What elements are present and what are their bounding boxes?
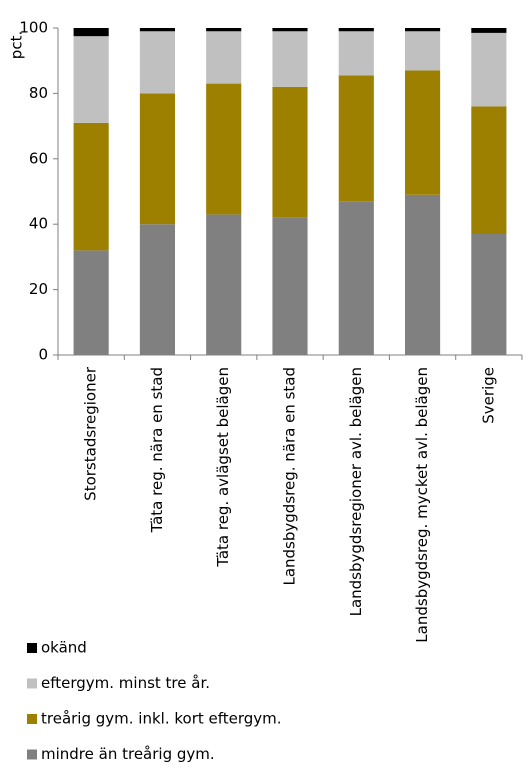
x-tick-label: Landsbygdsregioner avl. belägen xyxy=(347,367,365,616)
x-tick-label: Täta reg. avlägset belägen xyxy=(214,367,232,568)
bar-segment xyxy=(139,224,175,355)
bar-segment xyxy=(206,28,242,32)
bar-segment xyxy=(206,83,242,215)
legend-label: mindre än treårig gym. xyxy=(41,745,215,763)
bar-segment xyxy=(471,28,507,33)
x-tick-label: Landsbygdsreg. nära en stad xyxy=(281,367,299,586)
y-tick-label: 100 xyxy=(19,19,48,37)
bar-segment xyxy=(206,214,242,355)
y-tick-label: 0 xyxy=(38,346,48,364)
legend-label: treårig gym. inkl. kort eftergym. xyxy=(41,710,282,728)
legend-swatch xyxy=(27,678,37,689)
bar-segment xyxy=(338,75,374,202)
bar-segment xyxy=(338,201,374,355)
bar-segment xyxy=(405,28,441,32)
x-tick-label: Landsbygdsreg. mycket avl. belägen xyxy=(413,367,431,643)
legend-label: eftergym. minst tre år. xyxy=(41,674,210,692)
bar-segment xyxy=(73,122,109,251)
bar-segment xyxy=(272,28,308,32)
x-tick-label: Täta reg. nära en stad xyxy=(148,367,166,533)
x-tick-label: Storstadsregioner xyxy=(82,366,100,501)
y-tick-label: 40 xyxy=(29,215,48,233)
bar-segment xyxy=(73,28,109,37)
y-tick-label: 80 xyxy=(29,84,48,102)
bar-segment xyxy=(471,32,507,107)
bar-segment xyxy=(338,31,374,76)
bar-segment xyxy=(272,31,308,87)
legend-swatch xyxy=(27,643,37,653)
bar-segment xyxy=(139,31,175,94)
bar-segment xyxy=(338,28,374,32)
bar-segment xyxy=(272,217,308,355)
bar-segment xyxy=(405,194,441,355)
legend-swatch xyxy=(27,749,37,760)
bar-segment xyxy=(405,70,441,195)
bar-segment xyxy=(471,234,507,355)
bar-segment xyxy=(272,86,308,218)
bar-segment xyxy=(139,28,175,32)
bar-segment xyxy=(73,250,109,355)
bar-segment xyxy=(73,36,109,123)
y-tick-label: 60 xyxy=(29,149,48,167)
bar-segment xyxy=(139,93,175,225)
bar-segment xyxy=(471,106,507,235)
bar-segment xyxy=(206,31,242,84)
y-tick-label: 20 xyxy=(29,280,48,298)
legend-label: okänd xyxy=(41,639,87,657)
legend-swatch xyxy=(27,714,37,724)
x-tick-label: Sverige xyxy=(479,367,497,424)
bar-segment xyxy=(405,31,441,71)
y-axis-label: pct. xyxy=(8,31,26,59)
